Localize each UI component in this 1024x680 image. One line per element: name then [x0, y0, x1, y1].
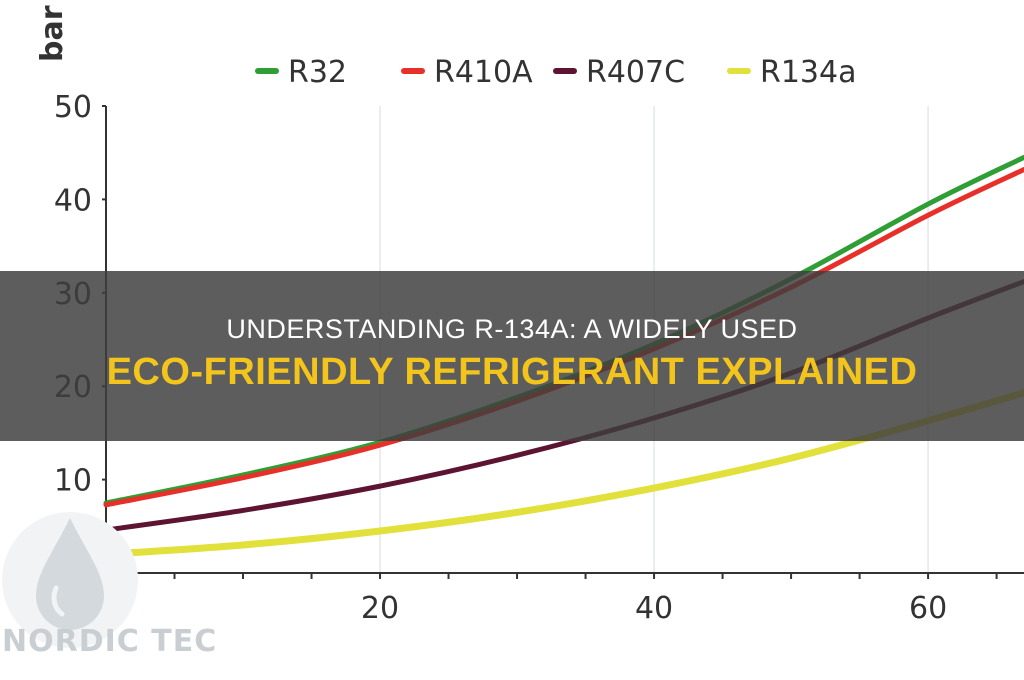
legend-label-r32: R32: [288, 55, 347, 90]
x-tick-label: 60: [909, 591, 947, 626]
y-tick-label: 10: [54, 464, 92, 499]
legend-label-r407c: R407C: [586, 55, 685, 90]
legend-label-r410a: R410A: [434, 55, 533, 90]
chart-legend: R32 R410A R407C R134a: [255, 55, 857, 90]
title-banner: UNDERSTANDING R-134A: A WIDELY USED ECO-…: [0, 271, 1024, 441]
banner-title-line-1: UNDERSTANDING R-134A: A WIDELY USED: [226, 314, 798, 345]
water-drop-icon: [2, 512, 138, 648]
x-tick-label: 40: [635, 591, 673, 626]
legend-label-r134a: R134a: [760, 55, 857, 90]
y-tick-label: 40: [54, 183, 92, 218]
y-axis-unit-label: bar: [35, 5, 70, 62]
y-tick-label: 50: [54, 90, 92, 125]
banner-title-line-2: ECO-FRIENDLY REFRIGERANT EXPLAINED: [106, 351, 918, 394]
watermark-logo-text: NORDIC TEC: [2, 624, 218, 659]
x-tick-label: 20: [361, 591, 399, 626]
